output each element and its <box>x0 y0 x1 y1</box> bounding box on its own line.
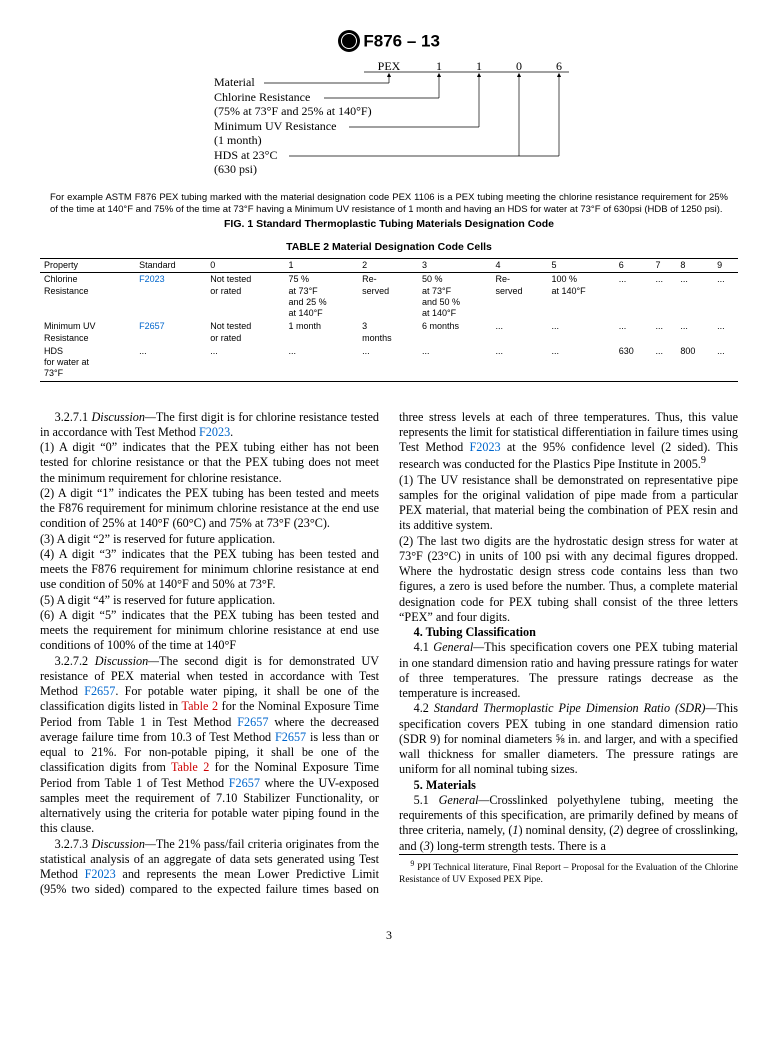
col-3: 3 <box>418 259 492 273</box>
astm-logo <box>338 30 360 52</box>
link-f2023[interactable]: F2023 <box>199 425 230 439</box>
section-5-title: 5. Materials <box>399 778 738 793</box>
link-f2657-d[interactable]: F2657 <box>229 776 260 790</box>
para-3271: 3.2.7.1 Discussion—The first digit is fo… <box>40 410 379 441</box>
row-uv: Minimum UV Resistance <box>214 119 336 133</box>
col-8: 8 <box>676 259 713 273</box>
fig1-note: For example ASTM F876 PEX tubing marked … <box>50 192 728 216</box>
hdr-6: 6 <box>556 59 562 73</box>
std-link[interactable]: F2023 <box>139 274 165 284</box>
col-5: 5 <box>547 259 614 273</box>
section-4-title: 4. Tubing Classification <box>399 625 738 640</box>
col-0: 0 <box>206 259 284 273</box>
para-uv1: (1) The UV resistance shall be demonstra… <box>399 473 738 534</box>
para-5: (5) A digit “4” is reserved for future a… <box>40 593 379 608</box>
col-9: 9 <box>713 259 738 273</box>
hdr-0: 0 <box>516 59 522 73</box>
doc-header: F876 – 13 <box>40 30 738 52</box>
hdr-1a: 1 <box>436 59 442 73</box>
para-4-2: 4.2 Standard Thermoplastic Pipe Dimensio… <box>399 701 738 777</box>
link-f2657-a[interactable]: F2657 <box>84 684 115 698</box>
row-material: Material <box>214 75 255 89</box>
row-uv-sub: (1 month) <box>214 133 262 147</box>
link-f2657-c[interactable]: F2657 <box>275 730 306 744</box>
link-f2023-c[interactable]: F2023 <box>469 440 500 454</box>
fig1-diagram: PEX 1 1 0 6 Material Chlorine Resistance… <box>204 58 574 188</box>
para-uv2: (2) The last two digits are the hydrosta… <box>399 534 738 626</box>
col-1: 1 <box>285 259 359 273</box>
link-table2-b[interactable]: Table 2 <box>171 760 209 774</box>
table-row: HDS for water at 73°F...................… <box>40 345 738 381</box>
page-number: 3 <box>40 928 738 943</box>
link-f2657-b[interactable]: F2657 <box>237 715 268 729</box>
table-row: Minimum UV ResistanceF2657Not tested or … <box>40 320 738 345</box>
para-4-1: 4.1 General—This specification covers on… <box>399 640 738 701</box>
table2-title: TABLE 2 Material Designation Code Cells <box>40 241 738 254</box>
para-3272: 3.2.7.2 Discussion—The second digit is f… <box>40 654 379 837</box>
body-text: 3.2.7.1 Discussion—The first digit is fo… <box>40 410 738 898</box>
fig1-caption: FIG. 1 Standard Thermoplastic Tubing Mat… <box>40 218 738 231</box>
col-7: 7 <box>652 259 677 273</box>
para-1: (1) A digit “0” indicates that the PEX t… <box>40 440 379 486</box>
table2: Property Standard 0 1 2 3 4 5 6 7 8 9 Ch… <box>40 258 738 382</box>
link-f2023-b[interactable]: F2023 <box>85 867 116 881</box>
para-3: (3) A digit “2” is reserved for future a… <box>40 532 379 547</box>
link-table2-a[interactable]: Table 2 <box>181 699 218 713</box>
row-hds: HDS at 23°C <box>214 148 277 162</box>
row-chlorine-sub: (75% at 73°F and 25% at 140°F) <box>214 104 372 118</box>
hdr-1b: 1 <box>476 59 482 73</box>
table2-header-row: Property Standard 0 1 2 3 4 5 6 7 8 9 <box>40 259 738 273</box>
standard-number: F876 – 13 <box>363 31 440 50</box>
col-2: 2 <box>358 259 418 273</box>
hdr-pex: PEX <box>378 59 401 73</box>
figure-1: PEX 1 1 0 6 Material Chlorine Resistance… <box>204 58 574 188</box>
std-link[interactable]: F2657 <box>139 321 165 331</box>
para-6: (6) A digit “5” indicates that the PEX t… <box>40 608 379 654</box>
footnote-9: 9 PPI Technical literature, Final Report… <box>399 854 738 887</box>
row-chlorine: Chlorine Resistance <box>214 90 310 104</box>
table-row: Chlorine ResistanceF2023Not tested or ra… <box>40 273 738 321</box>
row-hds-sub: (630 psi) <box>214 162 257 176</box>
para-4: (4) A digit “3” indicates that the PEX t… <box>40 547 379 593</box>
col-standard: Standard <box>135 259 206 273</box>
col-property: Property <box>40 259 135 273</box>
col-6: 6 <box>615 259 652 273</box>
col-4: 4 <box>492 259 548 273</box>
para-2: (2) A digit “1” indicates the PEX tubing… <box>40 486 379 532</box>
para-5-1: 5.1 General—Crosslinked polyethylene tub… <box>399 793 738 854</box>
